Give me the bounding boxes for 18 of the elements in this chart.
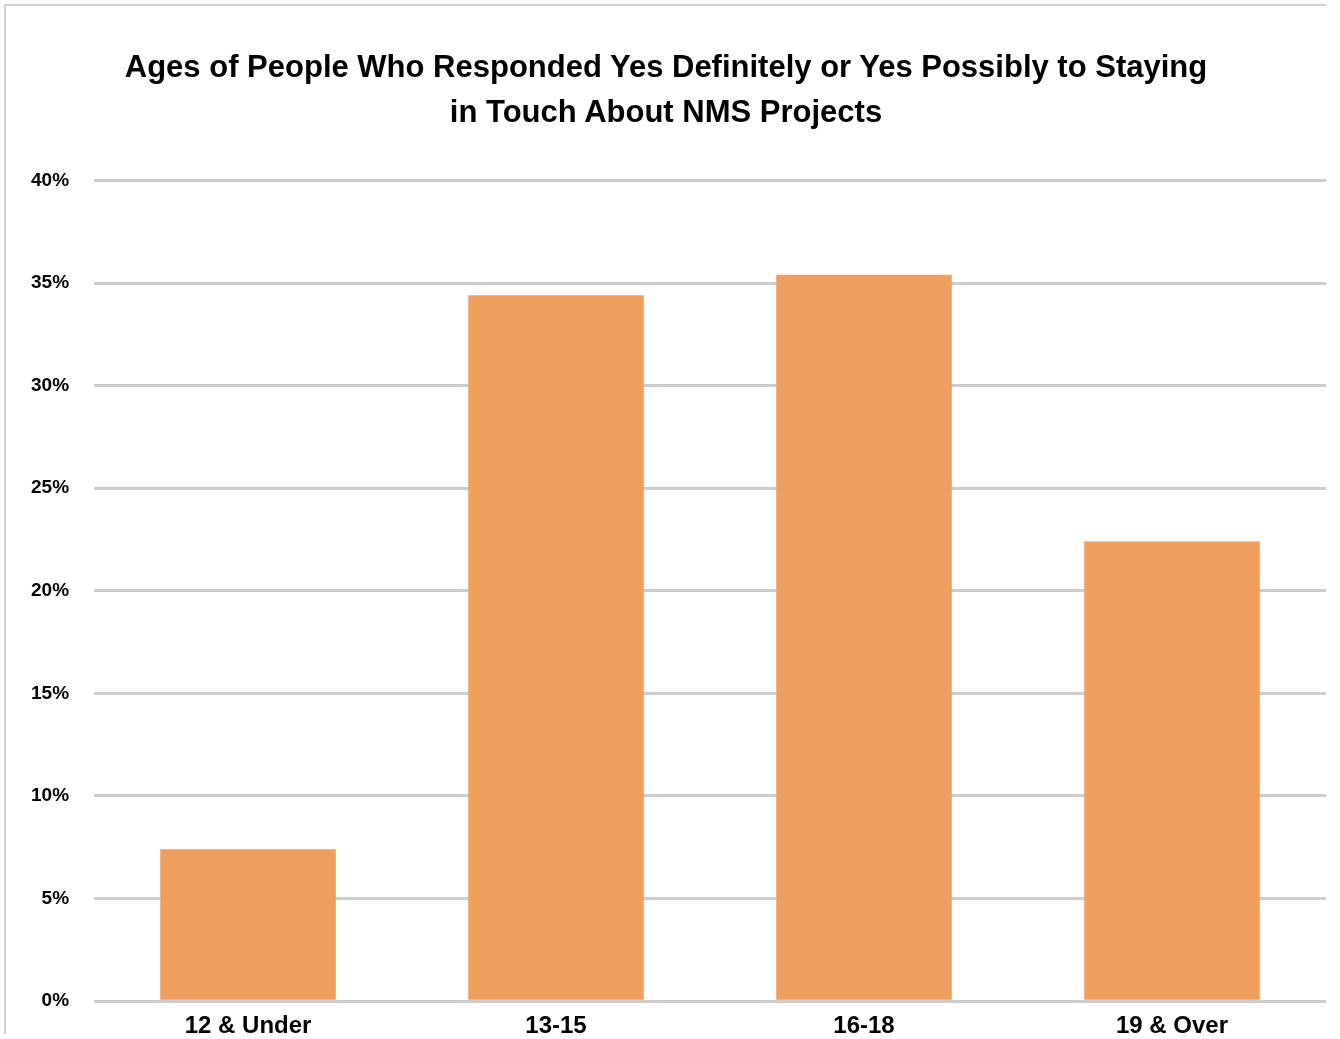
bar	[468, 295, 644, 1000]
x-tick-label: 13-15	[525, 1011, 587, 1039]
y-tick-label: 0%	[41, 989, 70, 1011]
y-tick-label: 35%	[31, 271, 70, 293]
x-tick-label: 12 & Under	[184, 1011, 312, 1039]
y-tick-label: 5%	[41, 886, 70, 908]
bar	[1084, 541, 1260, 1000]
bar	[776, 274, 952, 1000]
chart-title: Ages of People Who Responded Yes Definitely or Yes Possibly to Staying in Touch About NMS Projects	[123, 48, 1209, 131]
bar	[160, 849, 336, 1000]
y-tick-label: 10%	[31, 784, 70, 806]
y-tick-label: 20%	[31, 579, 70, 601]
x-tick-label: 16-18	[833, 1011, 895, 1039]
x-tick-label: 19 & Over	[1115, 1011, 1229, 1039]
y-tick-label: 40%	[31, 168, 70, 190]
y-tick-label: 25%	[31, 476, 70, 498]
y-tick-label: 15%	[31, 681, 70, 703]
y-tick-label: 30%	[31, 373, 70, 395]
